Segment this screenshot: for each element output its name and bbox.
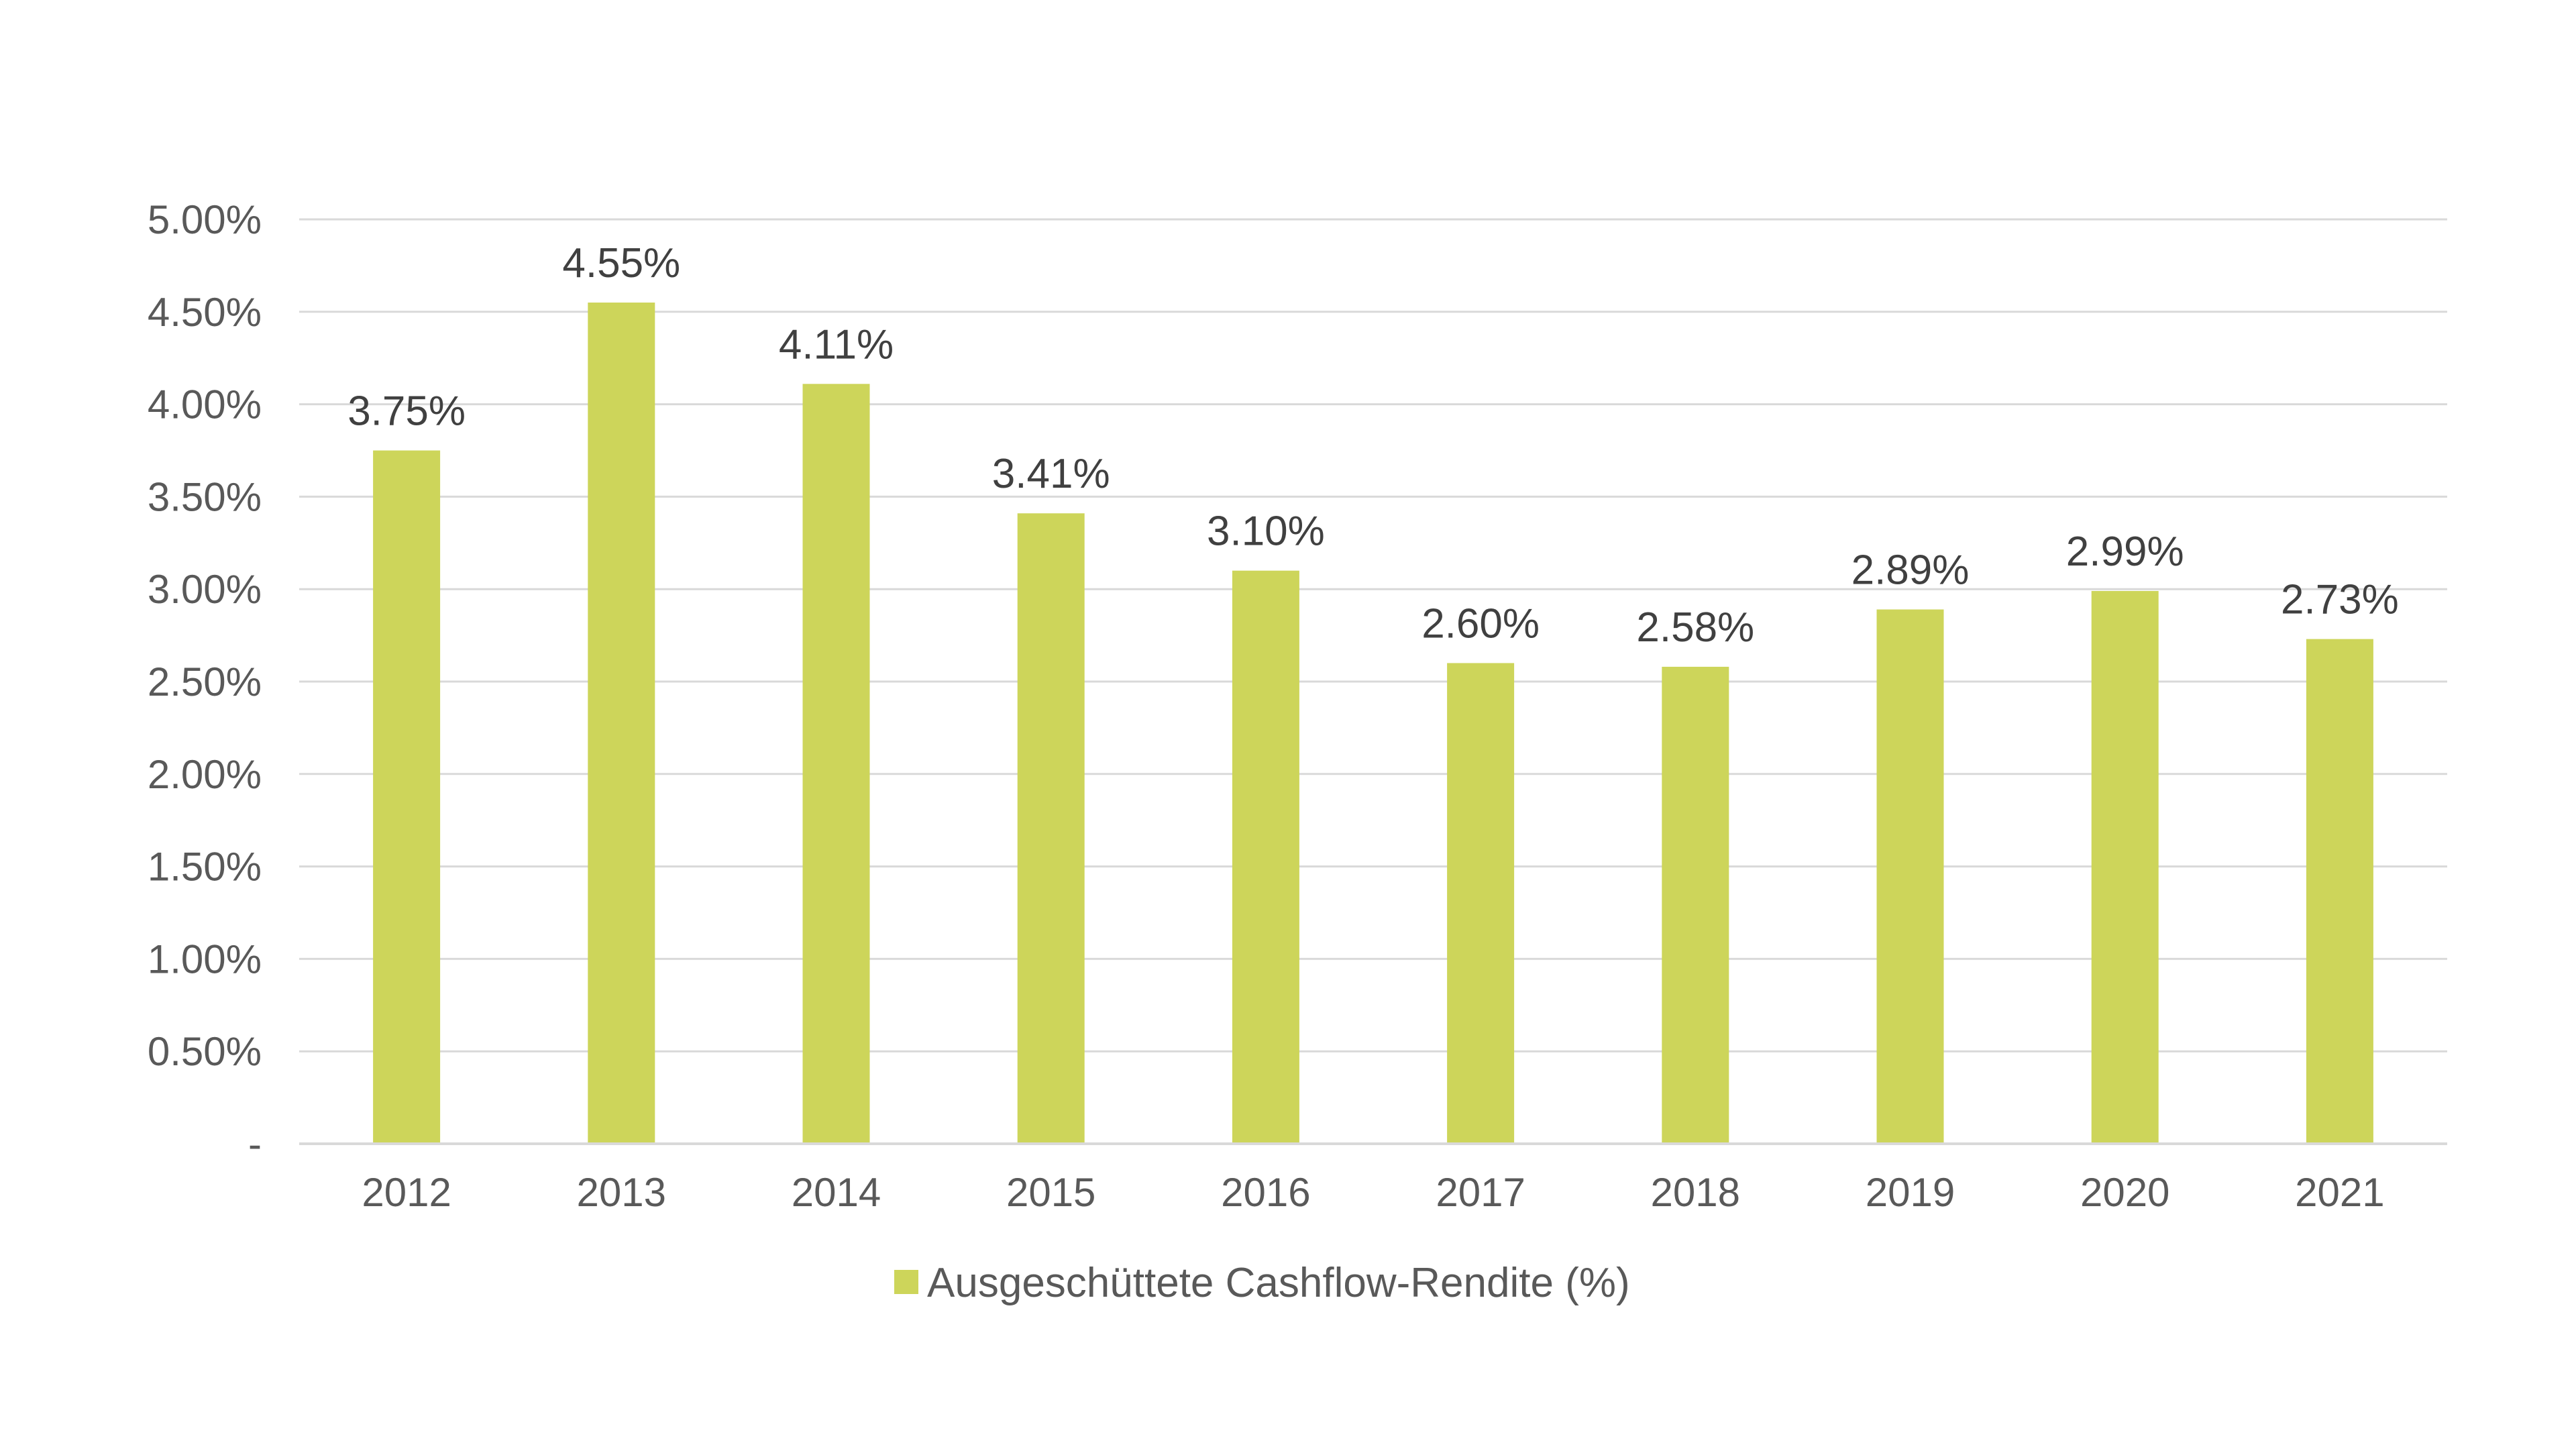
y-tick-label: 1.50% — [148, 845, 262, 890]
bar-2016 — [1232, 570, 1299, 1144]
y-tick-label: 4.50% — [148, 290, 262, 335]
y-axis: - 0.50% 1.00% 1.50% 2.00% 2.50% 3.00% 3.50% 4.00… — [148, 197, 262, 1167]
bar-2012 — [373, 450, 441, 1144]
bar-2017 — [1447, 663, 1515, 1144]
y-tick-label: 0.50% — [148, 1029, 262, 1074]
data-label-2019: 2.89% — [1851, 547, 1970, 594]
x-tick-label-2018: 2018 — [1651, 1170, 1740, 1215]
bar-2014 — [802, 384, 870, 1144]
bars — [373, 303, 2373, 1144]
bar-2013 — [588, 303, 655, 1144]
data-label-2018: 2.58% — [1636, 604, 1754, 651]
y-tick-label: 5.00% — [148, 197, 262, 242]
legend-swatch — [894, 1270, 918, 1294]
x-tick-label-2021: 2021 — [2295, 1170, 2384, 1215]
gridlines — [299, 218, 2447, 1145]
bar-2018 — [1662, 666, 1729, 1144]
x-tick-label-2017: 2017 — [1436, 1170, 1525, 1215]
bar-2021 — [2306, 639, 2373, 1144]
x-tick-label-2020: 2020 — [2080, 1170, 2169, 1215]
x-tick-label-2019: 2019 — [1866, 1170, 1955, 1215]
data-label-2013: 4.55% — [562, 240, 680, 286]
data-label-2012: 3.75% — [347, 388, 466, 435]
data-label-2020: 2.99% — [2066, 529, 2184, 575]
data-labels: 3.75% 4.55% 4.11% 3.41% 3.10% 2.60% 2.58% 2.89%… — [347, 240, 2399, 651]
x-tick-label-2015: 2015 — [1006, 1170, 1095, 1215]
data-label-2017: 2.60% — [1421, 600, 1540, 647]
data-label-2014: 4.11% — [779, 321, 894, 368]
y-tick-label: 1.00% — [148, 936, 262, 981]
x-tick-label-2013: 2013 — [577, 1170, 666, 1215]
x-tick-label-2014: 2014 — [792, 1170, 881, 1215]
y-tick-label: 3.50% — [148, 474, 262, 519]
y-tick-label: 3.00% — [148, 567, 262, 612]
y-tick-label: 2.50% — [148, 659, 262, 704]
legend: Ausgeschüttete Cashflow-Rendite (%) — [894, 1260, 1630, 1306]
x-axis: 2012 2013 2014 2015 2016 2017 2018 2019 2020 2021 — [299, 1142, 2447, 1215]
y-tick-label: - — [248, 1122, 262, 1167]
x-tick-label-2012: 2012 — [362, 1170, 451, 1215]
data-label-2016: 3.10% — [1207, 508, 1325, 555]
y-tick-label: 4.00% — [148, 382, 262, 427]
data-label-2021: 2.73% — [2281, 577, 2399, 623]
bar-2020 — [2091, 590, 2159, 1144]
x-tick-label-2016: 2016 — [1221, 1170, 1310, 1215]
bar-2015 — [1017, 513, 1085, 1144]
y-tick-label: 2.00% — [148, 752, 262, 797]
bar-2019 — [1876, 609, 1944, 1144]
legend-label: Ausgeschüttete Cashflow-Rendite (%) — [927, 1260, 1630, 1306]
data-label-2015: 3.41% — [992, 451, 1110, 497]
